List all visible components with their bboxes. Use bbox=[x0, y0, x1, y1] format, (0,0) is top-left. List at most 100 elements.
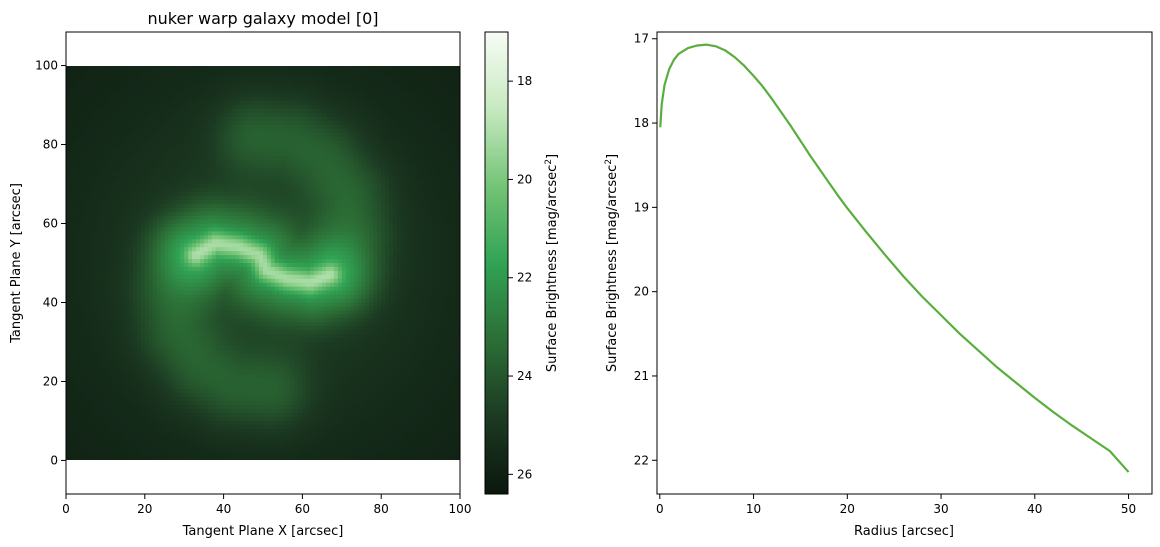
heatmap-pixel bbox=[365, 97, 370, 102]
heatmap-pixel bbox=[361, 97, 367, 102]
heatmap-pixel bbox=[448, 231, 453, 236]
heatmap-pixel bbox=[168, 259, 173, 264]
heatmap-pixel bbox=[302, 180, 307, 185]
heatmap-pixel bbox=[282, 140, 288, 146]
heatmap-pixel bbox=[255, 184, 260, 189]
heatmap-pixel bbox=[393, 66, 398, 71]
heatmap-pixel bbox=[278, 180, 284, 185]
heatmap-pixel bbox=[412, 227, 418, 233]
heatmap-pixel bbox=[290, 259, 296, 264]
heatmap-pixel bbox=[302, 168, 307, 173]
heatmap-pixel bbox=[357, 235, 363, 240]
heatmap-pixel bbox=[306, 128, 311, 134]
heatmap-pixel bbox=[361, 109, 367, 114]
heatmap-pixel bbox=[152, 227, 158, 233]
heatmap-pixel bbox=[97, 239, 103, 244]
heatmap-pixel bbox=[93, 255, 99, 260]
heatmap-pixel bbox=[396, 101, 402, 106]
heatmap-pixel bbox=[274, 176, 280, 181]
heatmap-pixel bbox=[341, 235, 347, 240]
heatmap-pixel bbox=[77, 112, 83, 118]
heatmap-pixel bbox=[428, 89, 434, 94]
heatmap-pixel bbox=[341, 227, 347, 233]
heatmap-pixel bbox=[168, 97, 173, 102]
heatmap-pixel bbox=[400, 207, 406, 213]
heatmap-pixel bbox=[263, 93, 268, 98]
heatmap-pixel bbox=[361, 160, 367, 165]
heatmap-pixel bbox=[259, 81, 264, 86]
heatmap-pixel bbox=[140, 160, 146, 165]
heatmap-pixel bbox=[129, 124, 134, 130]
heatmap-pixel bbox=[294, 69, 300, 75]
heatmap-pixel bbox=[132, 97, 138, 102]
heatmap-pixel bbox=[156, 101, 162, 106]
heatmap-pixel bbox=[456, 243, 460, 248]
heatmap-pixel bbox=[452, 112, 457, 118]
heatmap-pixel bbox=[274, 259, 280, 264]
heatmap-pixel bbox=[144, 148, 150, 154]
heatmap-pixel bbox=[251, 77, 256, 82]
heatmap-pixel bbox=[184, 215, 189, 221]
heatmap-pixel bbox=[117, 203, 122, 209]
heatmap-pixel bbox=[172, 199, 177, 205]
heatmap-pixel bbox=[452, 231, 457, 236]
heatmap-pixel bbox=[432, 112, 437, 118]
heatmap-pixel bbox=[282, 109, 288, 114]
heatmap-pixel bbox=[400, 195, 406, 201]
heatmap-pixel bbox=[168, 195, 173, 201]
heatmap-pixel bbox=[188, 255, 193, 260]
heatmap-pixel bbox=[85, 251, 91, 256]
heatmap-pixel bbox=[227, 255, 233, 260]
heatmap-pixel bbox=[381, 116, 386, 122]
heatmap-pixel bbox=[101, 176, 106, 181]
heatmap-pixel bbox=[389, 223, 394, 229]
heatmap-pixel bbox=[452, 66, 457, 71]
heatmap-pixel bbox=[144, 120, 150, 126]
heatmap-pixel bbox=[69, 187, 75, 193]
heatmap-pixel bbox=[81, 156, 87, 161]
heatmap-pixel bbox=[77, 223, 83, 229]
heatmap-pixel bbox=[227, 231, 233, 236]
heatmap-pixel bbox=[156, 203, 162, 209]
heatmap-pixel bbox=[180, 156, 185, 161]
heatmap-pixel bbox=[215, 116, 221, 122]
heatmap-pixel bbox=[239, 85, 244, 90]
heatmap-pixel bbox=[203, 136, 209, 142]
heatmap-pixel bbox=[105, 101, 110, 106]
heatmap-pixel bbox=[448, 69, 453, 75]
heatmap-pixel bbox=[125, 93, 130, 98]
heatmap-pixel bbox=[105, 124, 110, 130]
heatmap-pixel bbox=[188, 112, 193, 118]
heatmap-pixel bbox=[436, 187, 441, 193]
heatmap-pixel bbox=[306, 180, 311, 185]
heatmap-pixel bbox=[377, 235, 382, 240]
heatmap-pixel bbox=[270, 168, 276, 173]
heatmap-pixel bbox=[266, 144, 272, 150]
heatmap-pixel bbox=[73, 255, 79, 260]
heatmap-pixel bbox=[199, 231, 205, 236]
heatmap-pixel bbox=[121, 172, 126, 177]
heatmap-pixel bbox=[345, 81, 351, 86]
heatmap-pixel bbox=[286, 255, 292, 260]
heatmap-pixel bbox=[251, 223, 256, 229]
heatmap-pixel bbox=[278, 77, 284, 82]
heatmap-pixel bbox=[144, 235, 150, 240]
heatmap-pixel bbox=[113, 211, 118, 217]
heatmap-pixel bbox=[188, 73, 193, 79]
heatmap-pixel bbox=[231, 73, 237, 79]
heatmap-pixel bbox=[282, 69, 288, 75]
heatmap-pixel bbox=[247, 101, 252, 106]
heatmap-pixel bbox=[93, 259, 99, 264]
heatmap-pixel bbox=[188, 148, 193, 154]
heatmap-pixel bbox=[294, 89, 300, 94]
heatmap-pixel bbox=[263, 172, 268, 177]
heatmap-pixel bbox=[329, 199, 335, 205]
heatmap-pixel bbox=[361, 211, 367, 217]
heatmap-pixel bbox=[223, 105, 229, 110]
heatmap-pixel bbox=[211, 120, 217, 126]
heatmap-pixel bbox=[168, 231, 173, 236]
heatmap-pixel bbox=[428, 176, 434, 181]
heatmap-pixel bbox=[341, 203, 347, 209]
heatmap-pixel bbox=[117, 235, 122, 240]
heatmap-pixel bbox=[140, 259, 146, 264]
